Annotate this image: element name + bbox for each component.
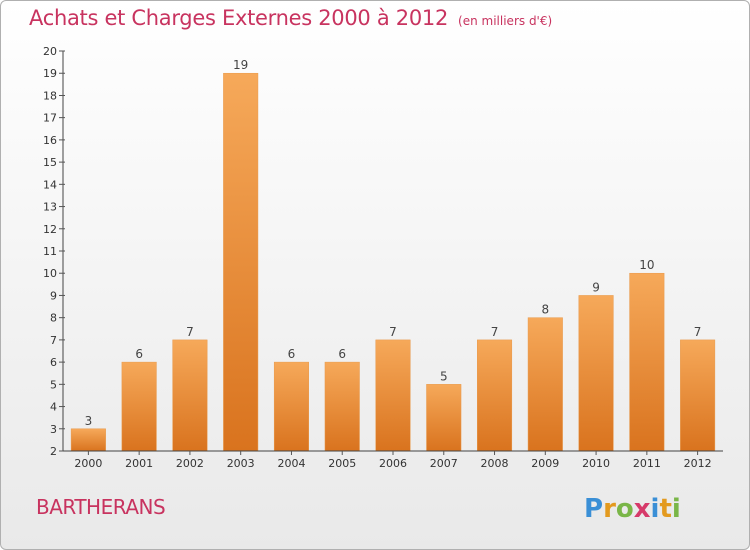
bars: 3 6 7 19 6 6 7 5 7 8 9 10 7 [70, 58, 716, 452]
y-tick-label: 11 [43, 245, 57, 258]
y-tick-label: 10 [43, 267, 57, 280]
y-tick-label: 6 [50, 356, 57, 369]
y-tick-label: 12 [43, 223, 57, 236]
y-tick-label: 9 [50, 289, 57, 302]
y-tick-label: 20 [43, 45, 57, 58]
bar-value-label: 19 [233, 58, 248, 72]
bar-value-label: 10 [639, 258, 654, 272]
y-tick-label: 19 [43, 67, 57, 80]
bar [70, 428, 106, 452]
bar [223, 72, 259, 452]
bar-value-label: 6 [338, 347, 346, 361]
x-tick-label: 2000 [74, 457, 102, 470]
bar [375, 339, 411, 452]
x-tick-label: 2009 [531, 457, 559, 470]
chart-subtitle: (en milliers d'€) [458, 14, 553, 28]
svg-text:Proxiti: Proxiti [584, 494, 681, 524]
x-axis: 2000 2001 2002 2003 2004 2005 2006 2007 2008 2009… [63, 450, 723, 470]
x-tick-label: 2005 [328, 457, 356, 470]
x-tick-label: 2006 [379, 457, 407, 470]
y-tick-label: 14 [43, 178, 57, 191]
y-tick-label: 17 [43, 112, 57, 125]
y-tick-label: 18 [43, 89, 57, 102]
x-tick-label: 2008 [481, 457, 509, 470]
x-tick-label: 2011 [633, 457, 661, 470]
y-tick-label: 3 [50, 423, 57, 436]
x-tick-label: 2007 [430, 457, 458, 470]
x-tick-label: 2004 [277, 457, 305, 470]
commune-name: BARTHERANS [36, 495, 166, 519]
bar-value-label: 8 [541, 303, 549, 317]
bar-value-label: 7 [389, 325, 397, 339]
x-tick-label: 2012 [684, 457, 712, 470]
bar-value-label: 7 [491, 325, 499, 339]
proxiti-logo: Proxiti [584, 494, 681, 524]
bar [527, 317, 563, 452]
y-tick-label: 7 [50, 334, 57, 347]
bar [629, 272, 665, 452]
title-row: Achats et Charges Externes 2000 à 2012 (e… [29, 6, 552, 30]
y-tick-label: 2 [50, 445, 57, 458]
y-tick-label: 16 [43, 134, 57, 147]
bar-value-label: 3 [85, 414, 93, 428]
bar-value-label: 7 [694, 325, 702, 339]
x-tick-label: 2003 [227, 457, 255, 470]
x-tick-label: 2001 [125, 457, 153, 470]
bar [477, 339, 513, 452]
x-tick-label: 2010 [582, 457, 610, 470]
y-tick-label: 4 [50, 401, 57, 414]
bar [426, 384, 462, 452]
y-tick-label: 5 [50, 378, 57, 391]
bar-value-label: 5 [440, 369, 448, 383]
x-tick-label: 2002 [176, 457, 204, 470]
chart-title: Achats et Charges Externes 2000 à 2012 [29, 6, 449, 30]
y-axis: 2 3 4 5 6 7 8 9 10 11 12 13 14 15 16 17 18 19 20 [43, 45, 65, 458]
bar [680, 339, 716, 452]
bar-value-label: 7 [186, 325, 194, 339]
bar [172, 339, 208, 452]
bar-value-label: 6 [135, 347, 143, 361]
y-tick-label: 13 [43, 201, 57, 214]
bar-value-label: 9 [592, 280, 600, 294]
bar [324, 361, 360, 452]
bar [273, 361, 309, 452]
bar-value-label: 6 [288, 347, 296, 361]
y-tick-label: 15 [43, 156, 57, 169]
bar [578, 295, 614, 452]
bar [121, 361, 157, 452]
y-tick-label: 8 [50, 312, 57, 325]
